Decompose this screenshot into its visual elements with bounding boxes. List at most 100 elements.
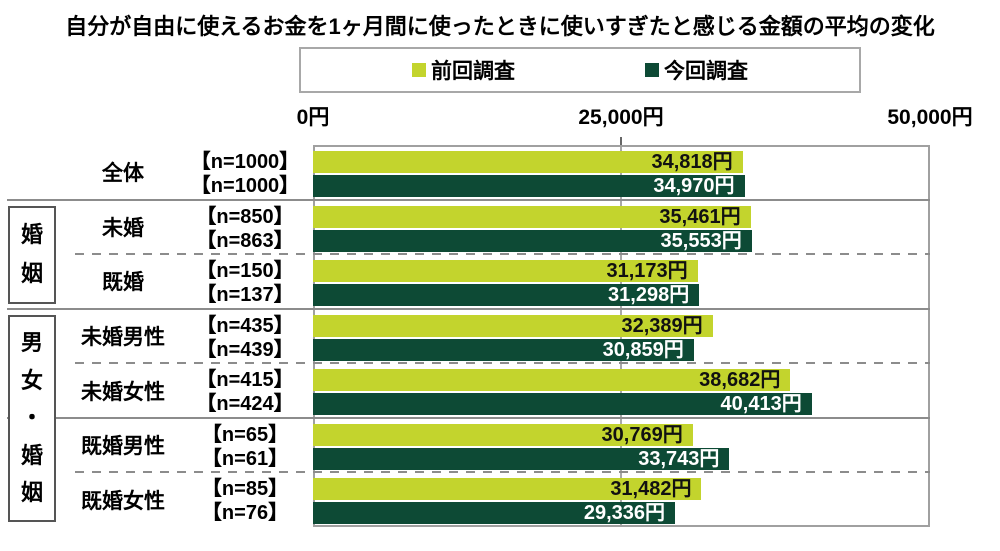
- bar-value-label: 38,682円: [699, 369, 781, 392]
- bar-value-label: 32,389円: [621, 314, 703, 337]
- x-axis: 0円 25,000円 50,000円: [0, 103, 1000, 137]
- bar-value-label: 40,413円: [720, 393, 802, 416]
- sample-size-label-current: 【n=61】: [201, 447, 289, 470]
- category-label: 未婚女性: [81, 380, 165, 404]
- bar-value-label: 34,970円: [653, 175, 735, 197]
- bar-previous: 34,818円: [313, 151, 743, 173]
- bar-current: 33,743円: [313, 447, 730, 470]
- group-label-char: 姻: [20, 260, 43, 286]
- legend-item-current: 今回調査: [645, 55, 748, 85]
- bar-current: 31,298円: [313, 284, 700, 307]
- category-label: 未婚: [102, 216, 144, 240]
- bar-previous: 30,769円: [313, 423, 693, 446]
- sample-size-label-current: 【n=439】: [196, 338, 294, 361]
- bar-value-label: 29,336円: [583, 502, 665, 525]
- category-label: 既婚: [102, 271, 144, 295]
- legend-label-current: 今回調査: [664, 60, 748, 83]
- separator-dashed: [75, 253, 930, 256]
- group-label-char: 姻: [20, 480, 43, 506]
- sample-size-label-previous: 【n=435】: [196, 314, 294, 337]
- group-label-char: 婚: [20, 442, 43, 468]
- category-label: 既婚男性: [81, 435, 165, 459]
- bar-value-label: 31,298円: [608, 284, 690, 307]
- bar-line-current: 【n=863】 35,553円: [0, 229, 1000, 252]
- bar-previous: 35,461円: [313, 205, 751, 228]
- bar-line-current: 【n=424】 40,413円: [0, 393, 1000, 416]
- bar-row: 未婚男性 【n=435】 32,389円【n=439】 30,859円: [0, 309, 1000, 364]
- legend-item-previous: 前回調査: [412, 55, 515, 85]
- group-label-char: 婚: [20, 222, 43, 248]
- category-label: 既婚女性: [81, 489, 165, 513]
- separator-dashed: [75, 362, 930, 365]
- bar-current: 30,859円: [313, 338, 694, 361]
- legend: 前回調査 今回調査: [299, 47, 861, 93]
- separator-solid: [7, 416, 930, 419]
- sample-size-label-previous: 【n=65】: [201, 423, 289, 446]
- bar-previous: 31,482円: [313, 478, 702, 501]
- sample-size-label-previous: 【n=850】: [196, 205, 294, 228]
- separator-solid: [7, 307, 930, 310]
- bar-line-current: 【n=439】 30,859円: [0, 338, 1000, 361]
- category-label: 全体: [102, 162, 144, 186]
- axis-tick-25000yen: 25,000円: [578, 106, 664, 129]
- separator-dashed: [75, 471, 930, 474]
- group-label-char: ・: [20, 405, 43, 431]
- legend-swatch-current-icon: [645, 63, 659, 77]
- sample-size-label-previous: 【n=1000】: [190, 151, 300, 173]
- axis-tick-0yen: 0円: [296, 106, 330, 129]
- bar-current: 34,970円: [313, 175, 745, 197]
- legend-label-previous: 前回調査: [431, 60, 515, 83]
- bar-value-label: 31,173円: [606, 260, 688, 283]
- bar-line-previous: 【n=1000】 34,818円: [0, 151, 1000, 173]
- legend-swatch-previous-icon: [412, 63, 426, 77]
- separator-solid: [7, 198, 930, 201]
- bar-current: 40,413円: [313, 393, 812, 416]
- bar-row: 未婚 【n=850】 35,461円【n=863】 35,553円: [0, 200, 1000, 255]
- group-box-0: 婚姻: [8, 205, 56, 304]
- bar-value-label: 35,461円: [659, 205, 741, 228]
- sample-size-label-current: 【n=1000】: [190, 175, 300, 197]
- bar-line-previous: 【n=65】 30,769円: [0, 423, 1000, 446]
- bar-line-previous: 【n=150】 31,173円: [0, 260, 1000, 283]
- bar-current: 35,553円: [313, 229, 752, 252]
- sample-size-label-previous: 【n=150】: [196, 260, 294, 283]
- bar-line-current: 【n=1000】 34,970円: [0, 175, 1000, 197]
- bar-row: 未婚女性 【n=415】 38,682円【n=424】 40,413円: [0, 363, 1000, 418]
- bar-row: 全体 【n=1000】 34,818円 【n=1000】 34,970円: [0, 145, 1000, 200]
- axis-tickmark-25000: [620, 137, 622, 146]
- bar-value-label: 30,769円: [601, 423, 683, 446]
- bar-row: 既婚男性 【n=65】 30,769円【n=61】 33,743円: [0, 418, 1000, 473]
- bar-previous: 32,389円: [313, 314, 713, 337]
- bar-current: 29,336円: [313, 502, 675, 525]
- sample-size-label-current: 【n=863】: [196, 229, 294, 252]
- sample-size-label-previous: 【n=85】: [201, 478, 289, 501]
- bar-value-label: 30,859円: [602, 338, 684, 361]
- bar-line-previous: 【n=435】 32,389円: [0, 314, 1000, 337]
- group-label-char: 男: [20, 330, 43, 356]
- bar-value-label: 35,553円: [660, 229, 742, 252]
- group-box-1: 男女・婚姻: [8, 314, 56, 522]
- category-label: 未婚男性: [81, 325, 165, 349]
- bar-previous: 31,173円: [313, 260, 698, 283]
- bar-line-previous: 【n=85】 31,482円: [0, 478, 1000, 501]
- plot-area: 全体 【n=1000】 34,818円 【n=1000】 34,970円 未婚 【n=850…: [0, 145, 1000, 527]
- bar-line-previous: 【n=415】 38,682円: [0, 369, 1000, 392]
- sample-size-label-previous: 【n=415】: [196, 369, 294, 392]
- bar-line-previous: 【n=850】 35,461円: [0, 205, 1000, 228]
- bar-row: 既婚 【n=150】 31,173円【n=137】 31,298円: [0, 254, 1000, 309]
- bar-value-label: 31,482円: [610, 478, 692, 501]
- sample-size-label-current: 【n=76】: [201, 502, 289, 525]
- sample-size-label-current: 【n=137】: [196, 284, 294, 307]
- sample-size-label-current: 【n=424】: [196, 393, 294, 416]
- axis-tick-50000yen: 50,000円: [887, 106, 973, 129]
- chart-title: 自分が自由に使えるお金を1ヶ月間に使ったときに使いすぎたと感じる金額の平均の変化: [65, 14, 935, 39]
- bar-value-label: 33,743円: [638, 447, 720, 470]
- bar-value-label: 34,818円: [651, 151, 733, 173]
- bar-line-current: 【n=137】 31,298円: [0, 284, 1000, 307]
- bar-row: 既婚女性 【n=85】 31,482円【n=76】 29,336円: [0, 472, 1000, 527]
- bar-line-current: 【n=76】 29,336円: [0, 502, 1000, 525]
- group-label-char: 女: [20, 367, 43, 393]
- bar-previous: 38,682円: [313, 369, 791, 392]
- bar-line-current: 【n=61】 33,743円: [0, 447, 1000, 470]
